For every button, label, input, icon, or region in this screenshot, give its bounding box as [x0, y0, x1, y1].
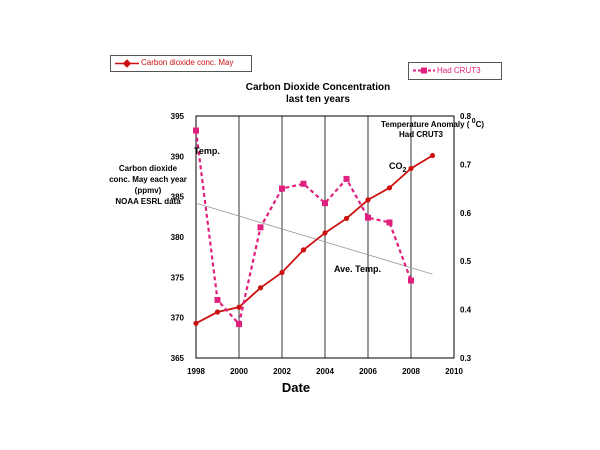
- co2-data-point: [386, 185, 393, 191]
- x-tick-label: 2008: [402, 367, 420, 376]
- left-tick-label: 365: [171, 354, 185, 363]
- co2-data-point: [429, 152, 436, 159]
- co2-series-points: [193, 152, 436, 326]
- temperature-series-points: [193, 127, 414, 328]
- co2-data-point: [300, 247, 307, 253]
- x-tick-label: 2004: [316, 367, 334, 376]
- temperature-data-point: [236, 321, 242, 328]
- average-temperature-trendline: [195, 202, 433, 275]
- annotation-temp: Temp.: [194, 146, 220, 156]
- x-axis-label: Date: [282, 380, 310, 395]
- right-tick-label: 0.8: [460, 112, 472, 121]
- left-tick-label: 370: [171, 314, 185, 323]
- co2-data-point: [343, 215, 350, 222]
- co2-data-point: [257, 285, 264, 291]
- co2-series-line: [195, 154, 433, 325]
- co2-data-point: [236, 304, 242, 310]
- right-axis-label-line2: Had CRUT3: [399, 130, 444, 139]
- temperature-data-point: [343, 175, 350, 182]
- left-tick-label: 395: [171, 112, 185, 121]
- right-axis-label: Temperature Anomaly ( 0C) Had CRUT3: [381, 118, 484, 139]
- left-tick-label: 390: [171, 152, 185, 161]
- co2-data-point: [214, 309, 221, 315]
- temperature-data-point: [300, 180, 307, 187]
- svg-text:CO2: CO2: [389, 161, 407, 174]
- x-tick-label: 2000: [230, 367, 248, 376]
- left-axis-label-line: Carbon dioxide: [119, 164, 178, 173]
- right-axis-label-superscript: 0: [472, 118, 476, 125]
- temperature-data-point: [365, 214, 371, 221]
- temperature-series-line: [194, 130, 413, 327]
- co2-data-point: [322, 230, 328, 236]
- chart-title: Carbon Dioxide Concentration: [246, 82, 390, 93]
- x-tick-label: 2002: [273, 367, 291, 376]
- svg-text:Temperature Anomaly ( 0C): Temperature Anomaly ( 0C): [381, 118, 484, 129]
- right-axis-ticks: 0.3 0.4 0.5 0.6 0.7 0.8: [460, 112, 472, 363]
- annotation-co2: CO: [389, 161, 403, 171]
- temperature-data-point: [279, 185, 285, 192]
- legend-co2: Carbon dioxide conc. May: [110, 55, 252, 72]
- temperature-data-point: [386, 219, 393, 226]
- right-axis-label-line: Temperature Anomaly (: [381, 120, 472, 129]
- left-axis-label: Carbon dioxide conc. May each year (ppmv…: [109, 164, 187, 206]
- left-tick-label: 375: [171, 273, 185, 282]
- temperature-data-point: [214, 296, 221, 303]
- gridlines: [238, 116, 412, 358]
- right-tick-label: 0.5: [460, 257, 472, 266]
- x-tick-label: 2006: [359, 367, 377, 376]
- left-axis-ticks: 365 370 375 380 385 390 395: [171, 112, 185, 363]
- annotation-co2-subscript: 2: [403, 167, 407, 174]
- chart-subtitle: last ten years: [286, 94, 350, 105]
- right-tick-label: 0.6: [460, 209, 472, 218]
- co2-data-point: [408, 165, 414, 172]
- legend-temp-swatch: [413, 67, 435, 74]
- left-tick-label: 380: [171, 233, 185, 242]
- co2-data-point: [365, 197, 371, 203]
- left-tick-label: 385: [171, 193, 185, 202]
- left-axis-label-line: NOAA ESRL data: [115, 197, 181, 206]
- left-axis-label-line: (ppmv): [135, 186, 162, 195]
- legend-temp: Had CRUT3: [408, 62, 502, 80]
- temperature-data-point: [193, 127, 199, 134]
- plot-area-frame: [195, 115, 455, 359]
- right-tick-label: 0.7: [460, 160, 472, 169]
- temperature-data-point: [257, 224, 264, 231]
- co2-data-point: [279, 269, 285, 276]
- right-axis-label-line-end: C): [476, 120, 485, 129]
- right-tick-label: 0.4: [460, 306, 472, 315]
- legend-co2-label: Carbon dioxide conc. May: [141, 58, 234, 67]
- temperature-data-point: [322, 200, 328, 207]
- temperature-data-point: [408, 277, 414, 284]
- legend-temp-label: Had CRUT3: [437, 66, 481, 75]
- left-axis-label-line: conc. May each year: [109, 175, 187, 184]
- x-tick-label: 1998: [187, 367, 205, 376]
- right-tick-label: 0.3: [460, 354, 472, 363]
- legend-co2-swatch: [115, 59, 139, 68]
- annotation-ave-temp: Ave. Temp.: [334, 264, 381, 274]
- co2-data-point: [193, 320, 199, 326]
- x-axis-ticks: 1998 2000 2002 2004 2006 2008 2010: [187, 367, 463, 376]
- x-tick-label: 2010: [445, 367, 463, 376]
